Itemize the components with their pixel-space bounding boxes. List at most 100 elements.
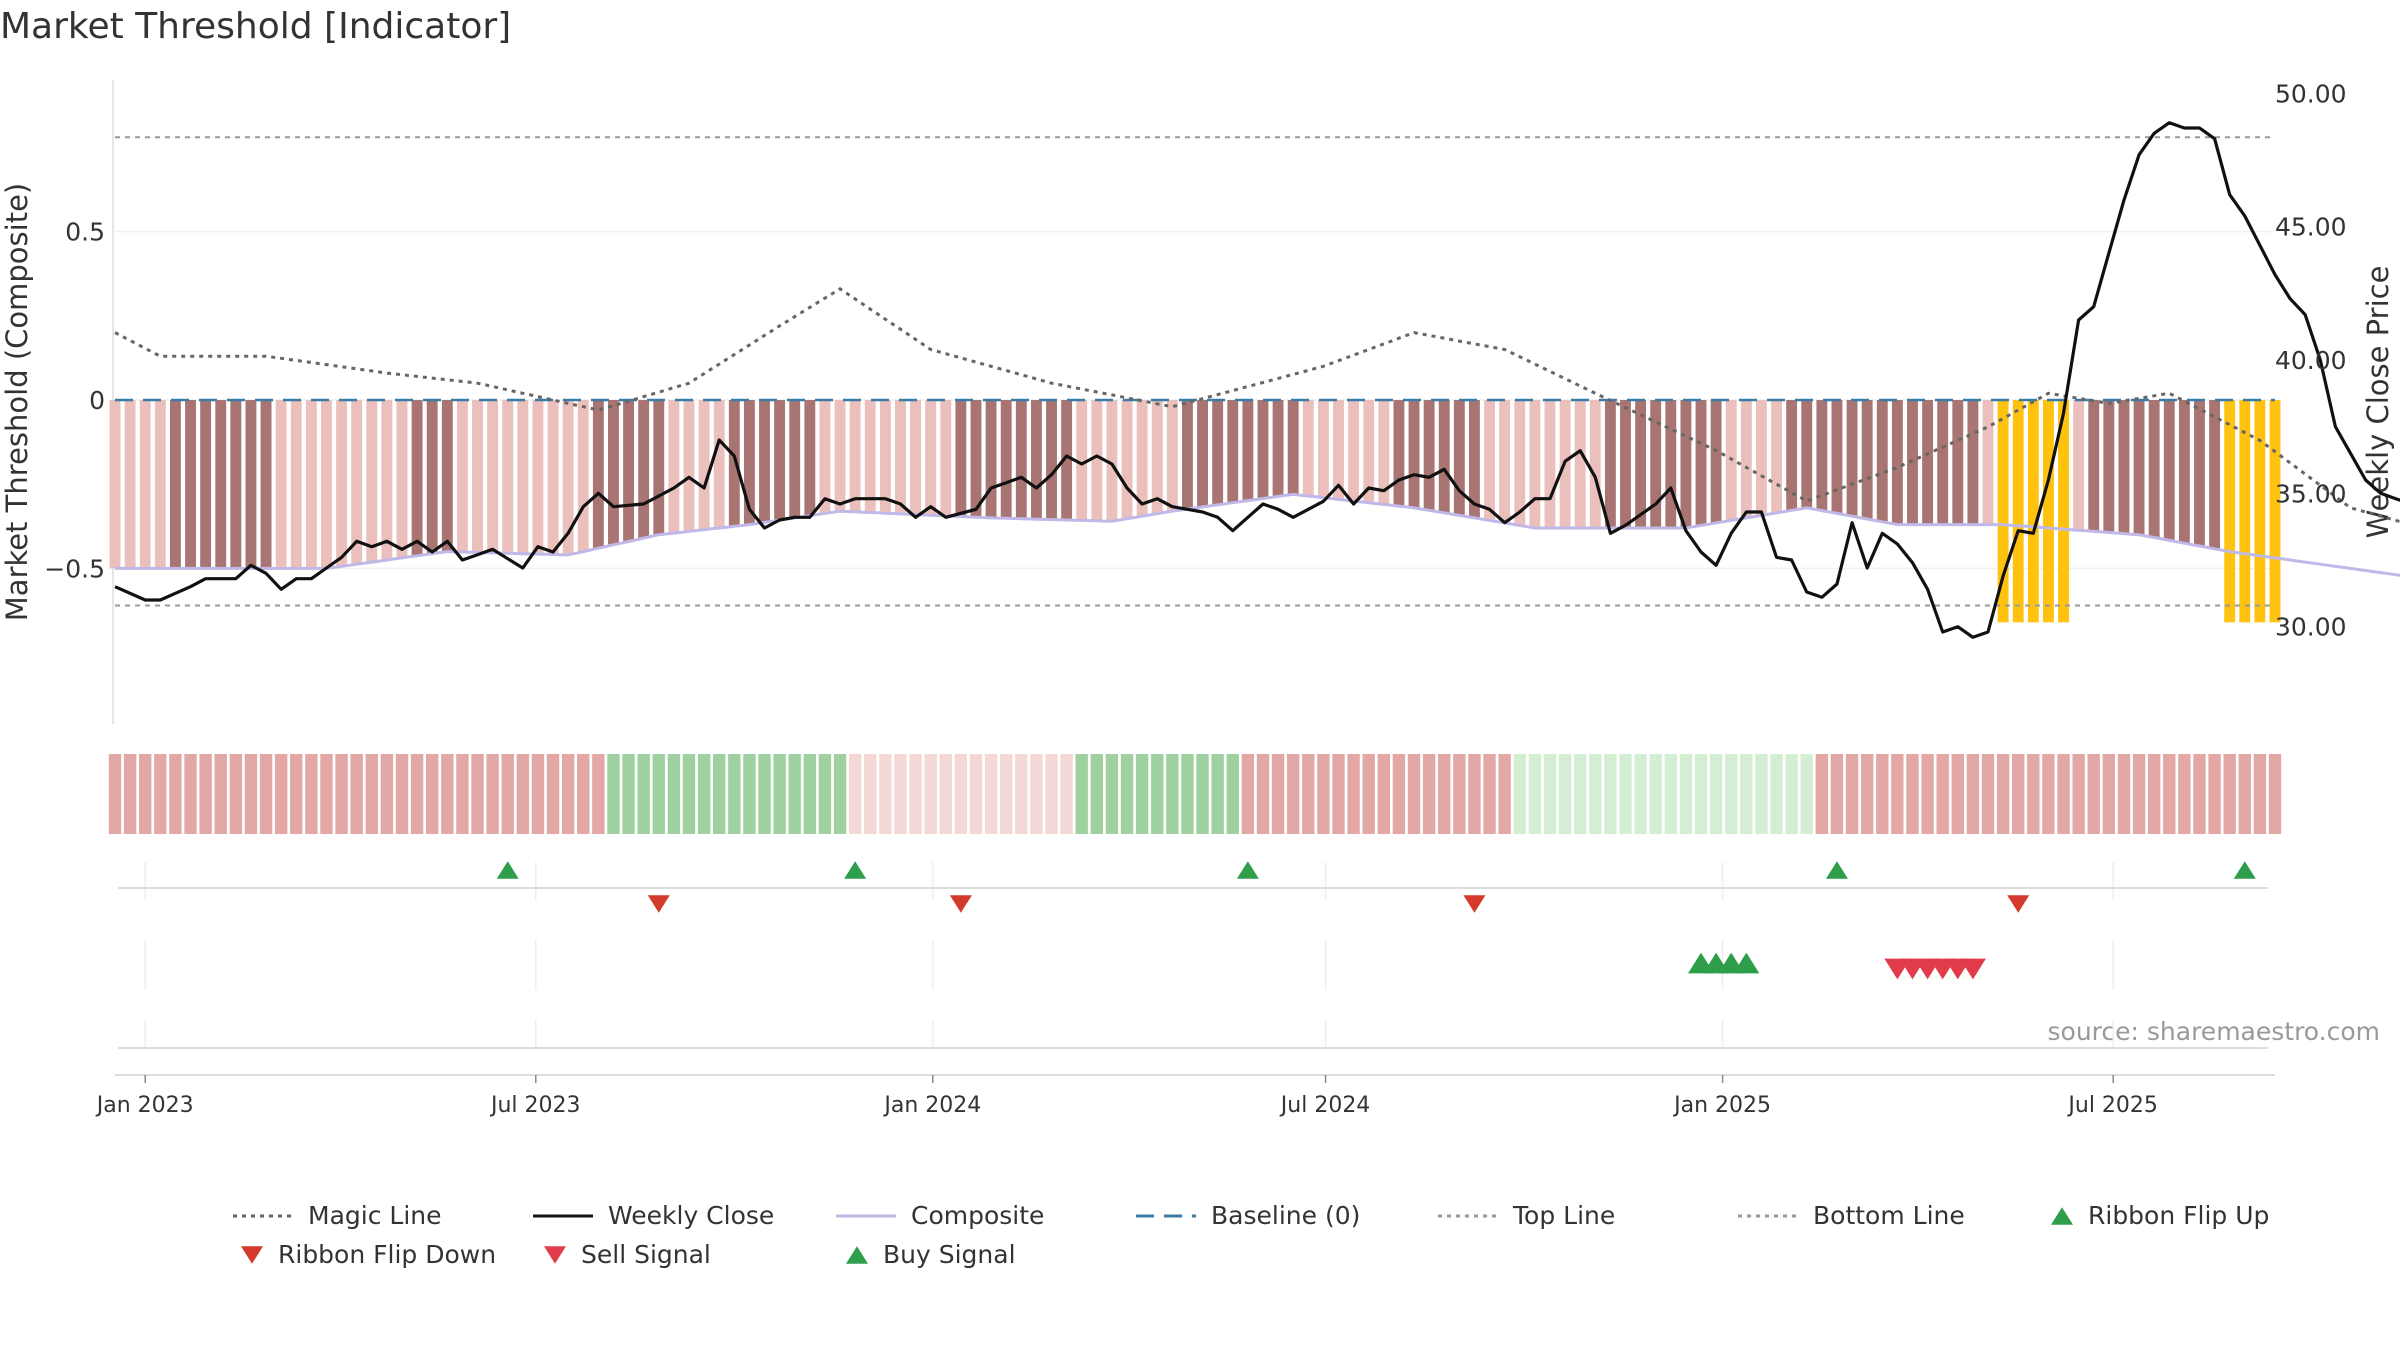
ribbon-cell <box>1286 754 1300 834</box>
ribbon-cell <box>1815 754 1829 834</box>
ribbon-cell <box>1589 754 1602 834</box>
ribbon-cell <box>1151 754 1164 834</box>
ribbon-cell <box>1770 754 1783 834</box>
ribbon-cell <box>909 754 922 834</box>
composite-bar <box>1408 400 1420 508</box>
composite-bar <box>1755 400 1767 516</box>
ribbon-cell <box>2268 754 2282 834</box>
ribbon-cell <box>2087 754 2100 834</box>
composite-bar <box>290 400 302 569</box>
composite-bar <box>2058 400 2069 623</box>
composite-bar <box>1166 400 1178 512</box>
ribbon-cell <box>2072 754 2085 834</box>
composite-bar <box>2027 400 2039 623</box>
ribbon-flip-up-marker <box>1236 861 1259 879</box>
composite-bar <box>1182 400 1193 510</box>
composite-bar <box>1423 400 1435 511</box>
composite-bar <box>2178 400 2190 544</box>
ribbon-cell <box>1332 754 1345 834</box>
composite-bar <box>1197 400 1208 507</box>
composite-bar <box>532 400 544 555</box>
composite-bar <box>1574 400 1586 528</box>
ribbon-cell <box>667 754 681 834</box>
ribbon-strip <box>108 754 2282 834</box>
x-tick-label: Jul 2025 <box>2066 1093 2158 1118</box>
composite-bar <box>910 400 921 515</box>
ribbon-cell <box>758 754 771 834</box>
composite-bar <box>2118 400 2130 534</box>
ribbon-cell <box>1302 754 1315 834</box>
composite-bar <box>1771 400 1782 513</box>
grid <box>112 80 2275 1050</box>
composite-bar <box>819 400 831 514</box>
x-tick-label: Jan 2024 <box>882 1093 981 1118</box>
composite-bar <box>1333 400 1344 500</box>
legend-item: Ribbon Flip Up <box>2051 1201 2269 1230</box>
composite-bar <box>2042 400 2054 623</box>
legend-item: Ribbon Flip Down <box>241 1240 496 1269</box>
composite-bar <box>336 400 348 567</box>
legend-marker <box>2051 1207 2073 1225</box>
ribbon-cell <box>1634 754 1647 834</box>
ribbon-cell <box>1105 754 1119 834</box>
composite-bar <box>1151 400 1163 514</box>
legend-label: Baseline (0) <box>1211 1201 1360 1230</box>
ribbon-cell <box>577 754 590 834</box>
composite-bar <box>1136 400 1148 517</box>
composite-bar <box>698 400 710 530</box>
ribbon-cell <box>1468 754 1481 834</box>
composite-line <box>115 492 2400 577</box>
ribbon-cell <box>2147 754 2161 834</box>
composite-bar <box>804 400 816 516</box>
composite-bar <box>955 400 967 517</box>
ribbon-cell <box>1740 754 1753 834</box>
y-tick-label: 0.5 <box>65 218 105 247</box>
ribbon-cell <box>169 754 182 834</box>
ribbon-cell <box>592 754 605 834</box>
ribbon-cell <box>1845 754 1859 834</box>
composite-bar <box>1997 400 2009 623</box>
ribbon-cell <box>1015 754 1028 834</box>
ribbon-cell <box>1755 754 1768 834</box>
threshold-lines <box>115 136 2275 607</box>
sell-signal-marker <box>1959 958 1986 980</box>
ribbon-cell <box>2027 754 2040 834</box>
ribbon-cell <box>2208 754 2221 834</box>
ribbon-cell <box>1196 754 1209 834</box>
ribbon-cell <box>1604 754 1617 834</box>
legend: Magic Line Weekly Close Composite Baseline … <box>233 1201 2269 1269</box>
ribbon-cell <box>1513 754 1526 834</box>
ribbon-cell <box>1211 754 1224 834</box>
ribbon-cell <box>456 754 469 834</box>
legend-label: Ribbon Flip Down <box>278 1240 496 1269</box>
ribbon-cell <box>199 754 212 834</box>
x-tick-label: Jan 2025 <box>1672 1093 1771 1118</box>
ribbon-cell <box>380 754 394 834</box>
composite-bar <box>1453 400 1465 516</box>
composite-bar <box>1257 400 1269 499</box>
ribbon-cell <box>1573 754 1587 834</box>
ribbon-cell <box>1271 754 1285 834</box>
y-tick-label: 0 <box>89 386 105 415</box>
ribbon-cell <box>410 754 424 834</box>
composite-bar <box>1469 400 1480 518</box>
chart-title: Market Threshold [Indicator] <box>0 6 511 47</box>
ribbon-cell <box>2132 754 2146 834</box>
ribbon-cell <box>1075 754 1088 834</box>
ribbon-cell <box>984 754 998 834</box>
composite-bar <box>1786 400 1798 511</box>
composite-bar <box>426 400 438 554</box>
x-tick-label: Jan 2023 <box>95 1093 194 1118</box>
composite-bar <box>517 400 529 554</box>
ribbon-flip-down-marker <box>2007 895 2030 913</box>
composite-bar <box>1967 400 1979 525</box>
ribbon-cell <box>1981 754 1995 834</box>
legend-marker <box>241 1246 263 1264</box>
ribbon-cell <box>1166 754 1179 834</box>
ribbon-cell <box>1362 754 1375 834</box>
composite-bar <box>743 400 755 525</box>
ribbon-flip-down-marker <box>647 895 670 913</box>
ribbon-cell <box>1996 754 2010 834</box>
composite-bar <box>1635 400 1647 528</box>
